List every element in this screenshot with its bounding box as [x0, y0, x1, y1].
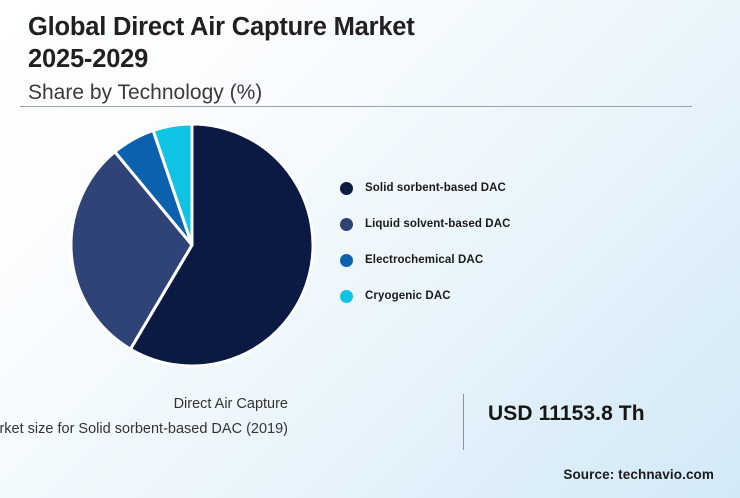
- highlight-stat: Direct Air Capture market size for Solid…: [0, 392, 700, 452]
- legend-swatch-icon: [340, 289, 353, 303]
- pie-slice-group: [69, 122, 315, 368]
- legend-item[interactable]: Cryogenic DAC: [340, 278, 640, 314]
- legend-swatch-icon: [340, 217, 353, 231]
- legend-item-label: Cryogenic DAC: [365, 290, 451, 302]
- legend-item-label: Liquid solvent-based DAC: [365, 218, 511, 230]
- chart-legend: Solid sorbent-based DAC Liquid solvent-ba…: [340, 170, 640, 314]
- header-divider: [20, 106, 692, 107]
- page-title: Global Direct Air Capture Market 2025-20…: [28, 13, 415, 73]
- header: Global Direct Air Capture Market 2025-20…: [28, 12, 712, 106]
- stat-divider: [463, 394, 464, 450]
- pie-chart: [60, 113, 324, 377]
- pie-chart-svg: [69, 122, 315, 368]
- stat-value: USD 11153.8 Th: [488, 402, 645, 425]
- pie-slice[interactable]: [128, 122, 315, 368]
- legend-item[interactable]: Solid sorbent-based DAC: [340, 170, 640, 206]
- legend-item-label: Solid sorbent-based DAC: [365, 182, 506, 194]
- page-subtitle: Share by Technology (%): [28, 80, 263, 104]
- stat-label: Direct Air Capture market size for Solid…: [0, 396, 288, 438]
- legend-swatch-icon: [340, 181, 353, 195]
- legend-item[interactable]: Liquid solvent-based DAC: [340, 206, 640, 242]
- legend-item[interactable]: Electrochemical DAC: [340, 242, 640, 278]
- legend-item-label: Electrochemical DAC: [365, 254, 484, 266]
- pie-slice[interactable]: [69, 150, 194, 351]
- source-attribution: Source: technavio.com: [563, 467, 714, 482]
- pie-slice[interactable]: [151, 122, 194, 247]
- legend-swatch-icon: [340, 253, 353, 267]
